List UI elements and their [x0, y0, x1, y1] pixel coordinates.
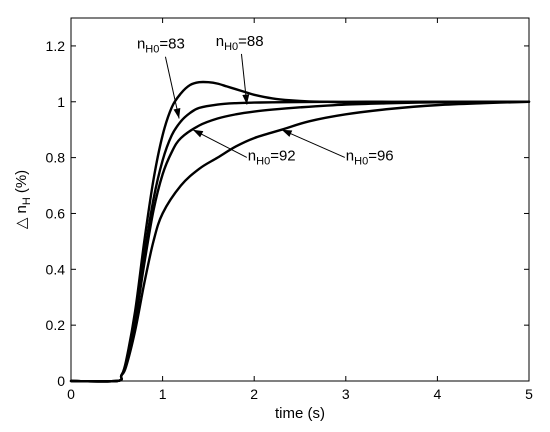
annotation-arrow-3: [192, 129, 248, 158]
series-line-4: [69, 100, 531, 383]
annotation-label-3: nH0=92: [248, 147, 296, 167]
y-axis-label: △ nH (%): [13, 170, 33, 229]
y-axis-label-unit: (%): [13, 170, 30, 193]
x-tick-label: 4: [434, 386, 442, 402]
annotation-arrow-1: [164, 56, 180, 119]
annotation-label-2: nH0=88: [216, 33, 264, 53]
y-tick-label: 1.2: [46, 38, 66, 54]
x-axis-label: time (s): [275, 405, 325, 422]
y-tick-label: 0.4: [46, 261, 66, 277]
annotation-label-1: nH0=83: [137, 36, 185, 56]
x-tick-label: 3: [342, 386, 350, 402]
plot-frame: [70, 17, 530, 382]
x-tick-label: 1: [159, 386, 167, 402]
series-lines: [69, 80, 531, 383]
annotation-label-4: nH0=96: [346, 147, 394, 167]
y-tick-label: 0.6: [46, 205, 66, 221]
y-axis-label-main: △ n: [13, 205, 30, 229]
annotation-arrowhead-3: [192, 129, 204, 138]
series-line-1: [69, 80, 531, 383]
y-tick-label: 1: [57, 94, 65, 110]
y-axis-label-sub: H: [21, 197, 33, 205]
axis-ticks: [70, 18, 530, 382]
annotations: nH0=83 nH0=88 nH0=92 nH0=96: [137, 33, 394, 167]
series-line-2: [69, 100, 531, 383]
annotation-arrowhead-4: [281, 129, 293, 137]
axis-tick-labels: 0 1 2 3 4 5 0 0.2 0.4 0.6 0.8 1 1.2: [46, 38, 534, 402]
x-tick-label: 5: [525, 386, 533, 402]
y-tick-label: 0.8: [46, 150, 66, 166]
x-tick-label: 2: [250, 386, 258, 402]
x-tick-label: 0: [67, 386, 75, 402]
series-line-3: [69, 100, 531, 383]
annotation-arrowhead-2: [242, 94, 250, 105]
annotation-arrowhead-1: [173, 108, 181, 119]
y-tick-label: 0.2: [46, 317, 66, 333]
y-tick-label: 0: [57, 373, 65, 389]
annotation-arrow-4: [281, 129, 346, 158]
